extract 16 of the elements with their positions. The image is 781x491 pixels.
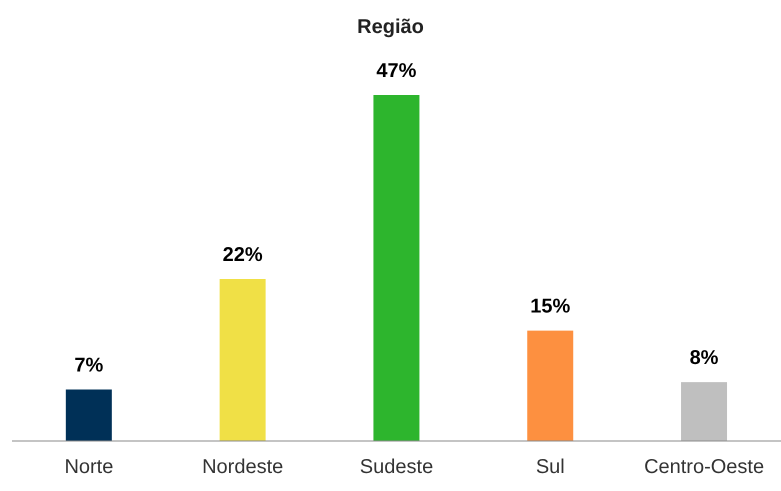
bar bbox=[220, 279, 266, 441]
x-tick-label: Centro-Oeste bbox=[644, 456, 764, 478]
bar bbox=[66, 389, 112, 441]
data-label: 7% bbox=[74, 354, 104, 376]
x-tick-label: Nordeste bbox=[202, 456, 284, 478]
data-label: 15% bbox=[530, 296, 570, 318]
chart-title: Região bbox=[356, 16, 425, 39]
x-tick-label: Sudeste bbox=[360, 456, 434, 478]
x-tick-label: Norte bbox=[64, 456, 114, 478]
bar bbox=[681, 382, 728, 441]
data-label: 22% bbox=[222, 244, 263, 266]
bar bbox=[527, 330, 574, 441]
bar bbox=[373, 95, 420, 441]
data-label: 8% bbox=[690, 347, 719, 370]
data-label: 47% bbox=[376, 60, 417, 82]
x-tick-label: Sul bbox=[536, 456, 565, 478]
